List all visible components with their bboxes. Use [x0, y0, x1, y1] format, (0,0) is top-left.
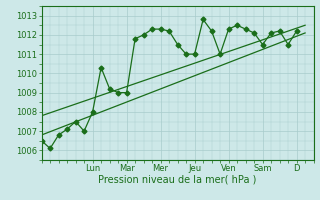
X-axis label: Pression niveau de la mer( hPa ): Pression niveau de la mer( hPa )	[99, 175, 257, 185]
